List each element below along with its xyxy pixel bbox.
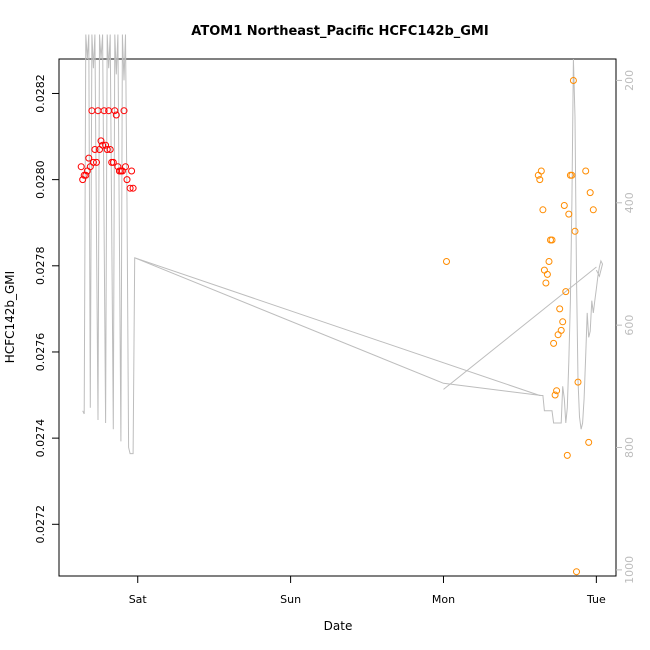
points-layer: [77, 77, 597, 576]
data-point: [569, 77, 577, 84]
y-tick-label: 0.0276: [34, 333, 47, 372]
data-point: [537, 167, 545, 175]
data-point: [93, 158, 100, 166]
data-point: [560, 202, 568, 209]
data-point: [77, 163, 85, 171]
x-tick-label: Tue: [586, 593, 606, 606]
y-tick-label: 0.0274: [34, 419, 47, 458]
data-point: [571, 227, 579, 235]
x-axis: Sat Sun Mon Tue: [129, 575, 606, 606]
data-point: [553, 387, 561, 395]
data-point: [126, 184, 134, 192]
data-point: [540, 266, 548, 274]
data-point: [122, 163, 129, 171]
data-point: [91, 146, 99, 153]
data-point: [589, 206, 597, 214]
data-point: [557, 326, 565, 334]
data-point: [545, 258, 553, 265]
data-point: [573, 568, 580, 576]
data-point: [129, 184, 137, 192]
right-tick-label: 1000: [623, 556, 636, 584]
pressure-line: [82, 34, 604, 455]
data-point: [89, 158, 97, 166]
data-point: [111, 107, 119, 115]
y-tick-label: 0.0280: [34, 160, 47, 199]
y-axis: 0.0272 0.0274 0.0276 0.0278 0.0280 0.0282: [34, 74, 60, 544]
data-point: [99, 141, 107, 149]
data-point: [582, 167, 590, 175]
data-point: [128, 167, 136, 175]
data-point: [100, 107, 108, 115]
data-point: [562, 288, 570, 296]
data-point: [568, 171, 576, 179]
pressure-line: [443, 266, 597, 390]
data-point: [103, 146, 111, 153]
data-point: [565, 210, 573, 218]
data-point: [109, 158, 117, 166]
data-point: [106, 146, 114, 153]
data-point: [554, 331, 562, 339]
data-point: [97, 137, 105, 145]
data-point: [102, 141, 110, 149]
data-point: [85, 154, 93, 162]
data-point: [543, 270, 551, 278]
data-point: [120, 107, 128, 115]
y-tick-label: 0.0272: [34, 505, 47, 544]
data-point: [585, 438, 593, 446]
data-point: [559, 318, 567, 326]
pressure-line: [134, 257, 542, 396]
data-point: [551, 391, 559, 399]
data-point: [586, 189, 594, 197]
right-tick-label: 600: [623, 315, 636, 336]
data-point: [123, 176, 131, 184]
data-point: [82, 171, 90, 179]
plot-frame: [58, 58, 617, 577]
data-point: [556, 305, 564, 313]
right-axis: 200 400 600 800 1000: [616, 70, 636, 584]
x-tick-label: Mon: [432, 593, 455, 606]
data-point: [574, 378, 582, 386]
chart-title: ATOM1 Northeast_Pacific HCFC142b_GMI: [191, 24, 488, 39]
right-tick-label: 200: [623, 70, 636, 91]
data-point: [536, 176, 544, 184]
x-tick-label: Sat: [129, 593, 148, 606]
right-tick-label: 800: [623, 437, 636, 458]
data-point: [542, 279, 550, 287]
data-point: [86, 163, 94, 171]
data-point: [539, 206, 547, 214]
data-point: [550, 339, 558, 347]
y-tick-label: 0.0282: [34, 74, 47, 113]
data-point: [112, 111, 120, 119]
data-point: [548, 236, 556, 244]
data-point: [563, 451, 571, 459]
x-axis-title: Date: [324, 619, 353, 633]
y-axis-title: HCFC142b_GMI: [3, 271, 17, 363]
data-point: [443, 258, 450, 265]
line-layer: [82, 34, 604, 455]
y-tick-label: 0.0278: [34, 247, 47, 286]
x-tick-label: Sun: [280, 593, 301, 606]
right-tick-label: 400: [623, 192, 636, 213]
